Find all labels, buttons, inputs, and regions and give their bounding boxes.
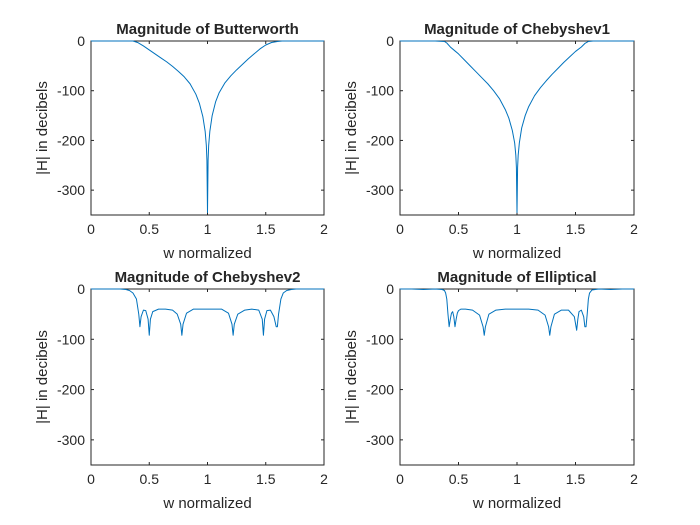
x-tick-label: 1.5 <box>566 471 586 487</box>
series-line-1 <box>91 288 324 336</box>
y-axis-label: |H| in decibels <box>343 81 360 175</box>
chart-title: Magnitude of Chebyshev1 <box>424 21 610 38</box>
x-tick-label: 2 <box>630 221 638 237</box>
x-tick-label: 0 <box>87 471 95 487</box>
x-tick-label: 1 <box>513 221 521 237</box>
y-tick-label: -200 <box>366 382 394 398</box>
y-axis-label: |H| in decibels <box>343 330 360 424</box>
x-tick-label: 1 <box>204 221 212 237</box>
x-tick-label: 0.5 <box>140 221 160 237</box>
subplot-1: 0 0.5 1 1.5 2 0 -100 -200 -300 Magnitude of Butte… <box>34 21 328 262</box>
axes-box <box>399 288 635 466</box>
y-tick-label: -300 <box>366 432 394 448</box>
subplot-4: 0 0.5 1 1.5 2 0 -100 -200 -300 Magnitude of Ellip… <box>343 269 638 512</box>
x-axis-label: w normalized <box>472 495 561 512</box>
chart-title: Magnitude of Elliptical <box>437 269 596 286</box>
x-tick-label: 1.5 <box>256 221 276 237</box>
x-tick-label: 1.5 <box>256 471 276 487</box>
y-tick-label: -100 <box>366 83 394 99</box>
y-tick-label: -300 <box>57 432 85 448</box>
x-tick-label: 0 <box>396 471 404 487</box>
series-line-1 <box>400 288 634 336</box>
subplot-2: 0 0.5 1 1.5 2 0 -100 -200 -300 Magnitude of Cheby… <box>343 21 638 262</box>
x-tick-label: 2 <box>320 221 328 237</box>
y-tick-label: 0 <box>77 33 85 49</box>
series-line-1 <box>91 40 324 214</box>
y-tick-label: -100 <box>57 331 85 347</box>
y-axis-label: |H| in decibels <box>34 81 51 175</box>
y-tick-label: -300 <box>57 182 85 198</box>
series-line-1 <box>400 40 634 214</box>
chart-title: Magnitude of Chebyshev2 <box>115 269 301 286</box>
y-tick-label: -200 <box>57 132 85 148</box>
y-tick-label: -300 <box>366 182 394 198</box>
chart-title: Magnitude of Butterworth <box>116 21 298 38</box>
y-tick-label: -200 <box>366 132 394 148</box>
x-tick-label: 0 <box>87 221 95 237</box>
x-tick-label: 1 <box>513 471 521 487</box>
x-tick-label: 0.5 <box>140 471 160 487</box>
x-tick-label: 0.5 <box>449 471 469 487</box>
axes-box <box>90 288 325 466</box>
x-axis-label: w normalized <box>162 245 251 262</box>
y-tick-label: -100 <box>57 83 85 99</box>
y-tick-label: -100 <box>366 331 394 347</box>
y-tick-label: -200 <box>57 382 85 398</box>
x-axis-label: w normalized <box>162 495 251 512</box>
subplot-3: 0 0.5 1 1.5 2 0 -100 -200 -300 Magnitude of Cheby… <box>34 269 328 512</box>
y-tick-label: 0 <box>77 281 85 297</box>
y-tick-label: 0 <box>386 281 394 297</box>
y-tick-label: 0 <box>386 33 394 49</box>
x-tick-label: 1 <box>204 471 212 487</box>
x-tick-label: 1.5 <box>566 221 586 237</box>
x-axis-label: w normalized <box>472 245 561 262</box>
y-axis-label: |H| in decibels <box>34 330 51 424</box>
x-tick-label: 0.5 <box>449 221 469 237</box>
x-tick-label: 2 <box>320 471 328 487</box>
x-tick-label: 0 <box>396 221 404 237</box>
x-tick-label: 2 <box>630 471 638 487</box>
